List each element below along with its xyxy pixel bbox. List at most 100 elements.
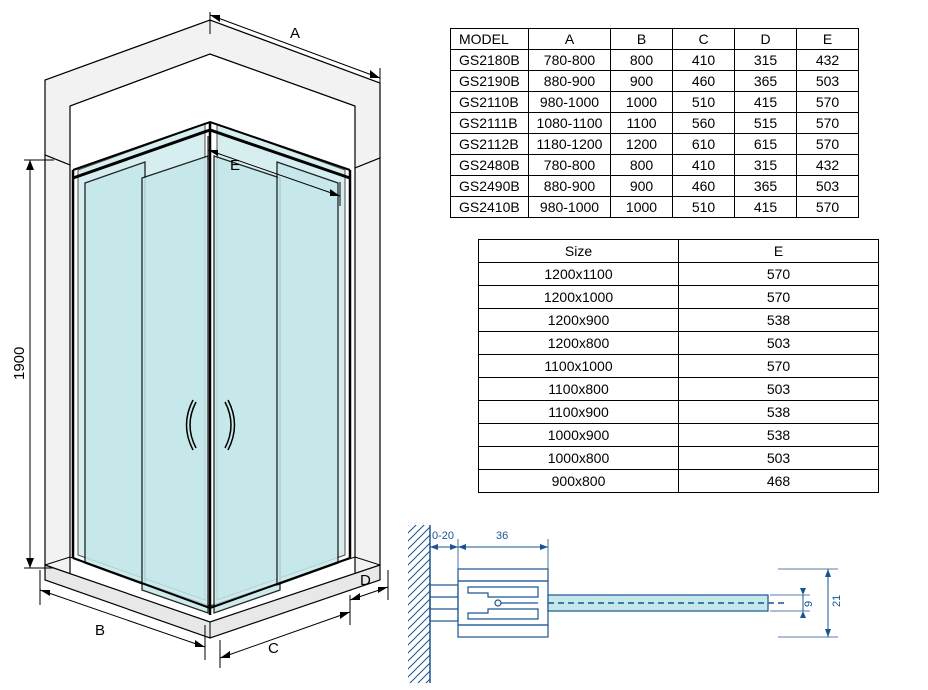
table-cell: 1200x1100 [479,263,679,286]
table-cell: 1100x1000 [479,355,679,378]
table-cell: GS2180B [451,50,529,71]
table-cell: 432 [797,155,859,176]
table-cell: GS2111B [451,113,529,134]
table-cell: 1200 [611,134,673,155]
table-cell: 460 [673,176,735,197]
table-cell: 538 [679,424,879,447]
model-table-header: MODEL A B C D E [451,29,859,50]
table-cell: 880-900 [529,176,611,197]
table-cell: 1100x800 [479,378,679,401]
table-cell: 1000x800 [479,447,679,470]
th-d: D [735,29,797,50]
table-cell: 1000x900 [479,424,679,447]
th-c: C [673,29,735,50]
table-cell: 510 [673,92,735,113]
table-cell: 980-1000 [529,197,611,218]
label-e: E [230,157,240,174]
label-c: C [268,640,279,657]
table-row: GS2490B880-900900460365503 [451,176,859,197]
table-cell: 900 [611,176,673,197]
table-cell: GS2490B [451,176,529,197]
glass-panels [73,122,350,615]
table-cell: 515 [735,113,797,134]
table-cell: 570 [679,263,879,286]
table-row: 900x800468 [479,470,879,493]
table-cell: 610 [673,134,735,155]
table-cell: 410 [673,155,735,176]
table-cell: 538 [679,309,879,332]
detail-drawing: 0-20 36 21 9 [408,525,908,685]
table-cell: 560 [673,113,735,134]
table-cell: 570 [797,113,859,134]
table-cell: 503 [679,332,879,355]
table-cell: 1000 [611,197,673,218]
table-row: 1200x800503 [479,332,879,355]
table-cell: 432 [797,50,859,71]
label-h1: 21 [831,595,843,607]
table-cell: GS2480B [451,155,529,176]
table-cell: 780-800 [529,155,611,176]
table-cell: 615 [735,134,797,155]
table-row: 1000x800503 [479,447,879,470]
table-cell: 800 [611,50,673,71]
th-model: MODEL [451,29,529,50]
label-d: D [360,572,371,589]
th-e: E [797,29,859,50]
table-row: GS2410B980-10001000510415570 [451,197,859,218]
table-row: 1000x900538 [479,424,879,447]
table-cell: 460 [673,71,735,92]
table-row: GS2112B1180-12001200610615570 [451,134,859,155]
label-gap: 0-20 [432,530,454,542]
table-row: GS2110B980-10001000510415570 [451,92,859,113]
table-row: GS2180B780-800800410315432 [451,50,859,71]
table-cell: GS2110B [451,92,529,113]
table-cell: 1200x800 [479,332,679,355]
th-size: Size [479,240,679,263]
label-height: 1900 [11,347,28,380]
table-cell: 1100x900 [479,401,679,424]
table-cell: GS2410B [451,197,529,218]
table-cell: 1200x1000 [479,286,679,309]
table-cell: 800 [611,155,673,176]
table-cell: 538 [679,401,879,424]
th-a: A [529,29,611,50]
label-h2: 9 [803,601,815,607]
table-cell: 570 [797,134,859,155]
table-cell: 1080-1100 [529,113,611,134]
table-cell: 468 [679,470,879,493]
table-cell: 900x800 [479,470,679,493]
table-cell: 503 [679,378,879,401]
isometric-diagram: A E 1900 B C [10,10,430,670]
th-e2: E [679,240,879,263]
table-cell: 980-1000 [529,92,611,113]
table-row: 1100x900538 [479,401,879,424]
table-cell: 415 [735,92,797,113]
label-a: A [290,25,300,42]
table-cell: GS2112B [451,134,529,155]
table-cell: 410 [673,50,735,71]
table-cell: 503 [797,71,859,92]
table-cell: 900 [611,71,673,92]
table-row: 1200x1100570 [479,263,879,286]
wall-hatch [408,525,430,683]
table-cell: 570 [679,355,879,378]
model-table: MODEL A B C D E GS2180B780-8008004103154… [450,28,859,218]
label-b: B [95,622,105,639]
table-cell: 780-800 [529,50,611,71]
table-row: 1100x800503 [479,378,879,401]
table-cell: 1200x900 [479,309,679,332]
table-cell: 315 [735,50,797,71]
table-cell: 1180-1200 [529,134,611,155]
size-table-header: Size E [479,240,879,263]
table-cell: 503 [797,176,859,197]
table-cell: 880-900 [529,71,611,92]
table-cell: 503 [679,447,879,470]
table-cell: 415 [735,197,797,218]
table-cell: 570 [797,92,859,113]
table-cell: 315 [735,155,797,176]
table-row: GS2480B780-800800410315432 [451,155,859,176]
table-cell: 510 [673,197,735,218]
table-cell: 365 [735,71,797,92]
table-row: 1200x900538 [479,309,879,332]
table-row: GS2190B880-900900460365503 [451,71,859,92]
